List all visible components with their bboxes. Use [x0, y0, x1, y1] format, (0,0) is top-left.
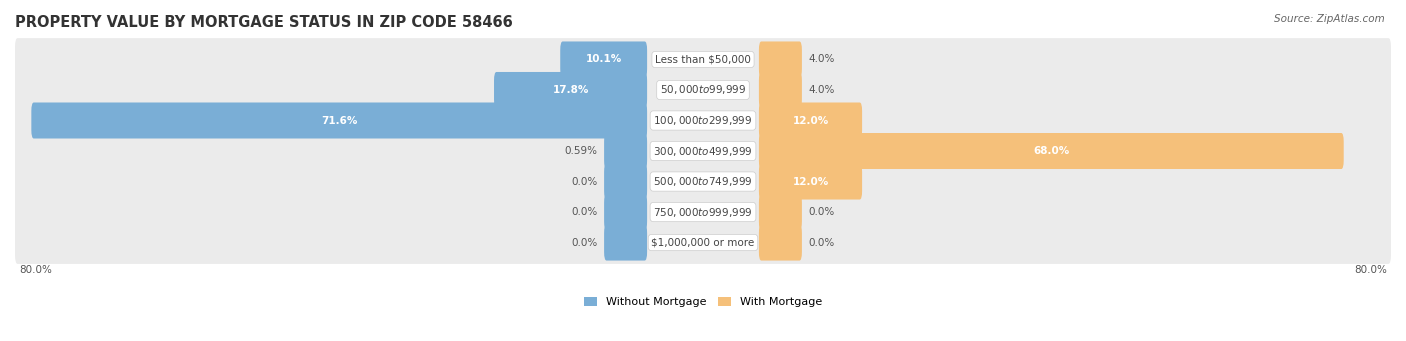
FancyBboxPatch shape	[15, 69, 1391, 112]
Text: 0.59%: 0.59%	[564, 146, 598, 156]
Text: 0.0%: 0.0%	[808, 207, 835, 217]
Text: $500,000 to $749,999: $500,000 to $749,999	[654, 175, 752, 188]
FancyBboxPatch shape	[605, 133, 647, 169]
FancyBboxPatch shape	[15, 130, 1391, 172]
FancyBboxPatch shape	[560, 42, 647, 77]
Text: $300,000 to $499,999: $300,000 to $499,999	[654, 145, 752, 158]
Text: 80.0%: 80.0%	[1354, 265, 1386, 276]
FancyBboxPatch shape	[605, 194, 647, 230]
Text: Source: ZipAtlas.com: Source: ZipAtlas.com	[1274, 14, 1385, 24]
Text: 80.0%: 80.0%	[20, 265, 52, 276]
FancyBboxPatch shape	[759, 42, 801, 77]
FancyBboxPatch shape	[494, 72, 647, 108]
Legend: Without Mortgage, With Mortgage: Without Mortgage, With Mortgage	[579, 293, 827, 312]
Text: $100,000 to $299,999: $100,000 to $299,999	[654, 114, 752, 127]
FancyBboxPatch shape	[605, 225, 647, 261]
FancyBboxPatch shape	[759, 164, 862, 199]
Text: Less than $50,000: Less than $50,000	[655, 55, 751, 64]
Text: 4.0%: 4.0%	[808, 55, 835, 64]
Text: 12.0%: 12.0%	[793, 177, 828, 187]
FancyBboxPatch shape	[15, 99, 1391, 142]
FancyBboxPatch shape	[31, 103, 647, 138]
FancyBboxPatch shape	[15, 160, 1391, 203]
FancyBboxPatch shape	[759, 225, 801, 261]
Text: 68.0%: 68.0%	[1033, 146, 1070, 156]
Text: 12.0%: 12.0%	[793, 116, 828, 125]
Text: 0.0%: 0.0%	[571, 207, 598, 217]
FancyBboxPatch shape	[605, 164, 647, 199]
Text: 4.0%: 4.0%	[808, 85, 835, 95]
FancyBboxPatch shape	[15, 38, 1391, 81]
Text: $50,000 to $99,999: $50,000 to $99,999	[659, 84, 747, 97]
Text: PROPERTY VALUE BY MORTGAGE STATUS IN ZIP CODE 58466: PROPERTY VALUE BY MORTGAGE STATUS IN ZIP…	[15, 15, 513, 30]
FancyBboxPatch shape	[15, 221, 1391, 264]
Text: $750,000 to $999,999: $750,000 to $999,999	[654, 206, 752, 219]
Text: 10.1%: 10.1%	[585, 55, 621, 64]
Text: 0.0%: 0.0%	[571, 238, 598, 248]
FancyBboxPatch shape	[15, 191, 1391, 233]
FancyBboxPatch shape	[759, 194, 801, 230]
FancyBboxPatch shape	[759, 133, 1344, 169]
FancyBboxPatch shape	[759, 72, 801, 108]
Text: 0.0%: 0.0%	[571, 177, 598, 187]
Text: $1,000,000 or more: $1,000,000 or more	[651, 238, 755, 248]
FancyBboxPatch shape	[759, 103, 862, 138]
Text: 71.6%: 71.6%	[321, 116, 357, 125]
Text: 0.0%: 0.0%	[808, 238, 835, 248]
Text: 17.8%: 17.8%	[553, 85, 589, 95]
